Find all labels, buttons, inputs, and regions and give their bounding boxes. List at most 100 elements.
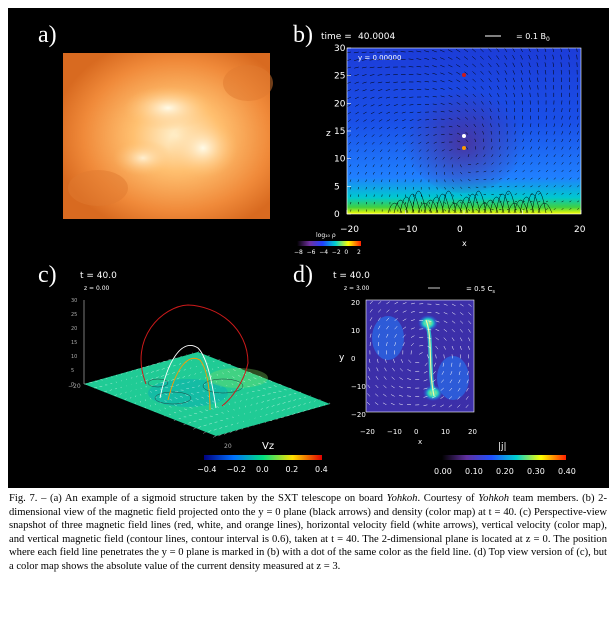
- field-arrow: [425, 119, 430, 121]
- field-arrow: [522, 138, 524, 143]
- field-arrow: [396, 171, 399, 175]
- velocity-arrow: [188, 374, 191, 377]
- velocity-arrow: [240, 400, 242, 402]
- field-arrow: [528, 62, 531, 68]
- field-arrow: [491, 154, 494, 158]
- velocity-arrow: [459, 345, 462, 350]
- velocity-arrow: [188, 422, 192, 424]
- field-arrow: [456, 117, 461, 120]
- velocity-arrow: [298, 404, 301, 407]
- field-arrow: [475, 154, 478, 158]
- field-arrow: [530, 177, 533, 180]
- field-arrow: [530, 146, 533, 150]
- field-arrow: [522, 208, 525, 210]
- x-tick-label: 0: [414, 428, 418, 436]
- field-arrow: [576, 154, 580, 158]
- field-arrow: [530, 162, 533, 165]
- x-tick-label: −10: [387, 428, 402, 436]
- field-arrow: [385, 96, 391, 99]
- field-arrow: [496, 62, 500, 68]
- colorbar-tick-label: −6: [307, 249, 316, 256]
- velocity-arrow: [423, 387, 428, 390]
- field-arrow: [514, 108, 516, 113]
- velocity-arrow: [232, 376, 235, 379]
- field-arrow: [483, 154, 486, 158]
- velocity-arrow: [442, 362, 445, 367]
- field-arrow: [370, 89, 375, 92]
- field-arrow: [409, 104, 414, 106]
- velocity-arrow: [126, 371, 128, 374]
- velocity-arrow: [466, 387, 469, 392]
- velocity-arrow: [260, 408, 263, 410]
- velocity-arrow: [197, 385, 200, 387]
- velocity-arrow: [94, 387, 98, 389]
- velocity-arrow: [440, 396, 444, 399]
- panel-c-corner-tick-right: 20: [224, 443, 232, 450]
- velocity-arrow: [263, 381, 267, 384]
- field-arrow: [480, 63, 484, 68]
- y-tick-label: −20: [351, 411, 366, 419]
- velocity-arrow: [448, 396, 453, 400]
- velocity-arrow: [109, 389, 113, 391]
- velocity-arrow: [207, 395, 210, 397]
- field-arrow: [440, 87, 445, 90]
- field-arrow: [481, 101, 484, 105]
- y-tick-label: 20: [351, 299, 360, 307]
- field-arrow: [496, 78, 500, 83]
- velocity-arrow: [205, 409, 209, 412]
- velocity-arrow: [283, 389, 287, 391]
- field-arrow: [522, 146, 525, 150]
- colorbar-tick-label: −2: [332, 249, 341, 256]
- field-arrow: [522, 162, 525, 165]
- velocity-arrow: [410, 342, 414, 347]
- velocity-arrow: [164, 400, 167, 403]
- field-arrow: [420, 171, 422, 175]
- velocity-arrow: [441, 379, 444, 383]
- velocity-arrow: [212, 368, 214, 370]
- field-arrow: [377, 89, 383, 91]
- velocity-arrow: [281, 409, 285, 411]
- field-arrow: [372, 171, 375, 175]
- field-arrow: [387, 149, 391, 153]
- field-arrow: [576, 138, 579, 143]
- field-arrow: [538, 162, 541, 165]
- field-arrow: [457, 156, 461, 160]
- colorbar-tick-label: 0.4: [315, 465, 328, 474]
- field-arrow: [428, 209, 431, 212]
- sxt-sigmoid-image: [63, 53, 273, 219]
- field-arrow: [452, 186, 455, 190]
- velocity-arrow: [276, 410, 280, 413]
- field-arrow: [356, 141, 359, 145]
- velocity-arrow: [399, 368, 403, 372]
- velocity-arrow: [392, 367, 395, 372]
- field-arrow: [553, 138, 556, 143]
- velocity-arrow: [427, 354, 429, 359]
- field-arrow: [456, 140, 461, 143]
- field-arrow: [520, 62, 523, 68]
- field-arrow: [467, 194, 471, 196]
- field-arrow: [491, 178, 495, 180]
- z-tick-label: 15: [71, 340, 77, 346]
- field-arrow: [432, 72, 437, 75]
- velocity-arrow: [154, 403, 156, 406]
- velocity-arrow: [375, 384, 379, 389]
- field-arrow: [464, 63, 469, 68]
- field-arrow: [460, 201, 463, 204]
- velocity-arrow: [394, 334, 397, 338]
- field-arrow: [409, 126, 414, 129]
- field-arrow: [577, 208, 580, 210]
- velocity-arrow: [313, 406, 316, 409]
- field-arrow: [371, 119, 375, 122]
- velocity-arrow: [219, 392, 221, 394]
- velocity-arrow: [131, 377, 133, 379]
- velocity-arrow: [423, 396, 428, 398]
- field-arrow: [378, 119, 383, 122]
- field-arrow: [545, 138, 548, 143]
- field-arrow: [440, 118, 445, 120]
- field-arrow: [402, 119, 406, 122]
- velocity-arrow: [377, 317, 381, 321]
- field-arrow: [561, 169, 564, 173]
- field-arrow: [394, 126, 398, 130]
- panel-d-ref-vector: = 0.5 Cs: [466, 285, 495, 295]
- field-arrow: [576, 100, 579, 105]
